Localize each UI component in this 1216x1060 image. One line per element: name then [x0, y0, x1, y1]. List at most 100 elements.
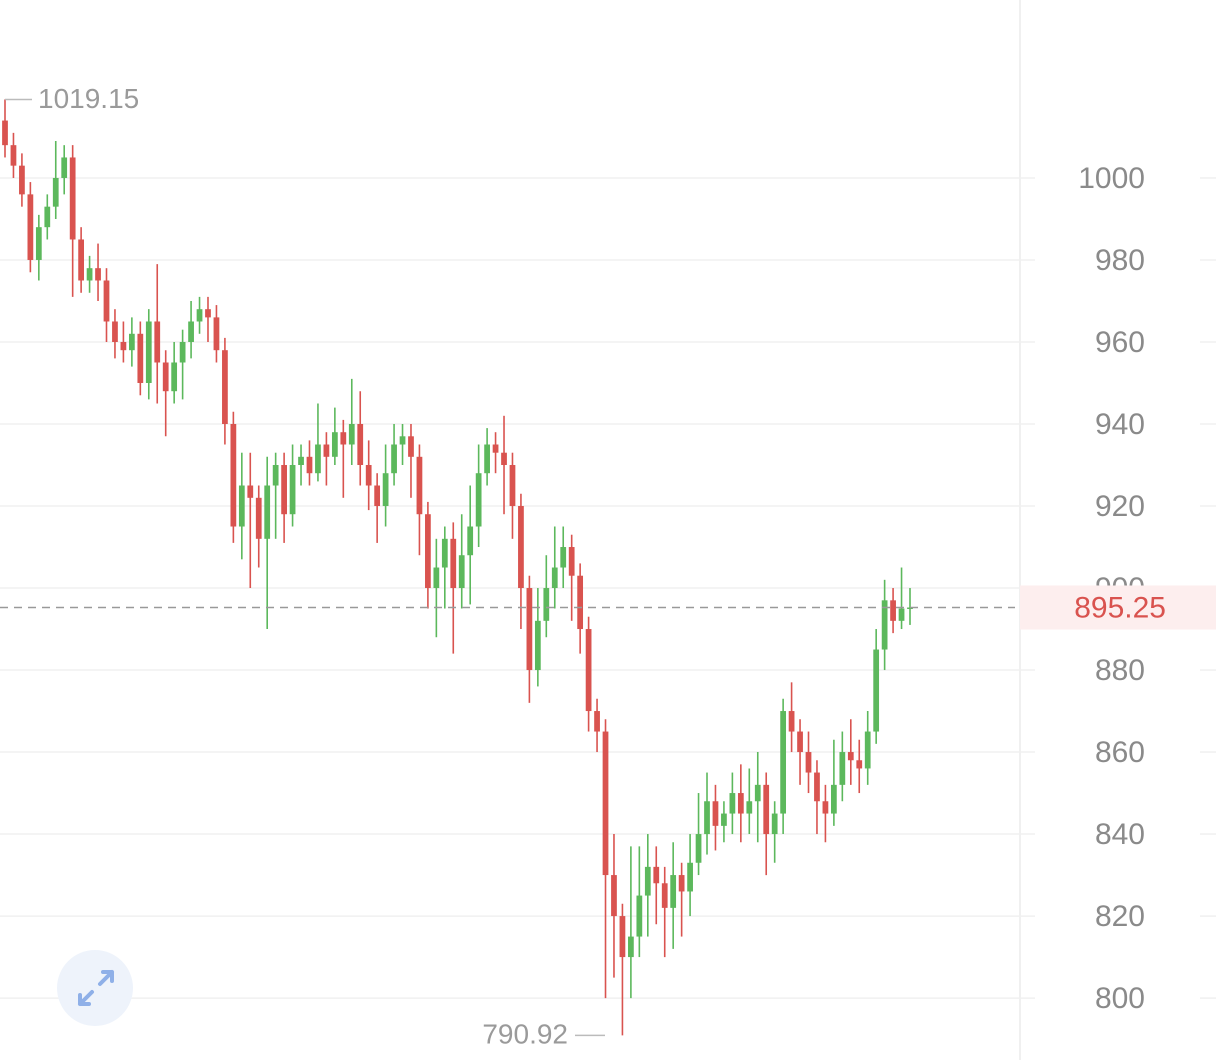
- candle-body: [721, 813, 727, 826]
- candle-body: [771, 813, 778, 835]
- candle-body: [847, 752, 854, 761]
- candle-body: [560, 547, 567, 568]
- last-price-label: 895.25: [1074, 591, 1166, 624]
- candle-body: [763, 784, 770, 835]
- candle-body: [543, 588, 550, 621]
- candle-body: [898, 608, 905, 621]
- candle-body: [382, 473, 389, 507]
- y-tick-label: 840: [1095, 818, 1145, 851]
- candle-body: [678, 875, 685, 892]
- candle-body: [408, 436, 414, 457]
- candle-body: [103, 280, 110, 322]
- candle-body: [712, 801, 719, 826]
- candle-body: [653, 866, 660, 884]
- candle-body: [331, 432, 338, 457]
- candle-body: [458, 555, 465, 589]
- candle-body: [611, 875, 617, 917]
- y-tick-label: 1000: [1078, 162, 1145, 195]
- candle-body: [264, 485, 271, 539]
- y-tick-label: 940: [1095, 408, 1145, 441]
- min-label: 790.92: [482, 1019, 568, 1050]
- max-label: 1019.15: [38, 83, 139, 114]
- candle-body: [2, 120, 8, 146]
- candle-body: [619, 916, 626, 958]
- candle-body: [839, 752, 846, 785]
- expand-button[interactable]: [57, 950, 133, 1026]
- candle-body: [281, 465, 287, 515]
- candle-body: [534, 620, 541, 671]
- candle-body: [450, 538, 457, 589]
- candle-body: [492, 444, 499, 453]
- candle-body: [10, 145, 17, 166]
- y-tick-label: 860: [1095, 736, 1145, 769]
- candle-body: [145, 321, 152, 383]
- last-price-box: [1020, 585, 1216, 630]
- candle-body: [577, 575, 584, 630]
- candle-body: [754, 784, 761, 802]
- candle-body: [112, 321, 118, 342]
- candle-body: [95, 268, 101, 281]
- candle-body: [323, 444, 330, 457]
- candles: [2, 99, 913, 1036]
- labels: 8008208408608809009209409609801000895.25…: [0, 83, 1216, 1050]
- candle-body: [433, 567, 440, 589]
- candle-body: [340, 432, 347, 445]
- candle-body: [213, 317, 220, 351]
- candle-body: [509, 465, 516, 507]
- candle-body: [822, 801, 829, 814]
- candle-body: [188, 321, 194, 342]
- candle-body: [526, 588, 533, 671]
- candle-body: [374, 485, 381, 507]
- candle-body: [35, 227, 42, 260]
- candle-body: [737, 793, 744, 814]
- candle-body: [137, 333, 144, 383]
- candle-body: [831, 784, 837, 814]
- candle-body: [61, 157, 68, 178]
- candle-body: [585, 629, 592, 712]
- candle-body: [272, 465, 279, 486]
- candle-body: [636, 895, 643, 937]
- y-tick-label: 800: [1095, 982, 1145, 1015]
- y-tick-label: 820: [1095, 900, 1145, 933]
- candle-body: [568, 547, 575, 576]
- candle-body: [873, 649, 880, 732]
- candle-body: [856, 760, 863, 769]
- candle-body: [797, 731, 803, 753]
- candle-body: [298, 456, 304, 466]
- candle-body: [704, 801, 710, 835]
- candle-body: [27, 194, 34, 260]
- candle-body: [602, 731, 609, 876]
- candle-body: [238, 485, 245, 527]
- expand-icon[interactable]: [78, 970, 114, 1006]
- candle-body: [391, 444, 397, 474]
- y-tick-label: 960: [1095, 326, 1145, 359]
- candle-body: [171, 362, 178, 392]
- candle-body: [475, 473, 482, 527]
- candle-body: [162, 362, 169, 392]
- y-tick-label: 920: [1095, 490, 1145, 523]
- candle-body: [518, 506, 524, 589]
- candle-body: [365, 465, 372, 486]
- candle-body: [128, 333, 135, 351]
- candle-body: [52, 177, 59, 207]
- candle-body: [467, 526, 474, 556]
- candle-body: [230, 424, 237, 527]
- candle-body: [814, 772, 820, 802]
- candle-body: [788, 711, 795, 732]
- candle-body: [881, 600, 888, 650]
- candle-body: [222, 350, 228, 424]
- candle-body: [86, 268, 93, 281]
- candle-body: [890, 600, 896, 621]
- grid: [0, 177, 1216, 999]
- candle-body: [255, 497, 262, 539]
- candle-body: [315, 444, 321, 474]
- candle-body: [670, 875, 677, 908]
- candle-body: [306, 456, 313, 474]
- candle-body: [19, 165, 25, 195]
- candle-body: [247, 485, 254, 498]
- candle-body: [69, 157, 76, 240]
- y-tick-label: 980: [1095, 244, 1145, 277]
- candle-body: [289, 465, 296, 515]
- expand-button-bg[interactable]: [57, 950, 133, 1026]
